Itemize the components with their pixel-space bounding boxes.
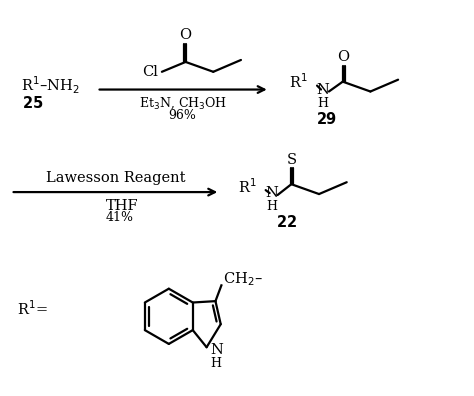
Text: $\mathbf{29}$: $\mathbf{29}$	[317, 111, 337, 127]
Text: R$^1$=: R$^1$=	[17, 299, 47, 318]
Text: S: S	[286, 152, 296, 167]
Text: Lawesson Reagent: Lawesson Reagent	[46, 171, 185, 185]
Text: Cl: Cl	[142, 65, 158, 79]
Text: O: O	[337, 50, 349, 64]
Text: 41%: 41%	[106, 211, 134, 224]
Text: H: H	[210, 356, 221, 369]
Text: 96%: 96%	[169, 109, 197, 122]
Text: N: N	[210, 343, 223, 357]
Text: O: O	[180, 29, 191, 42]
Text: $\mathbf{22}$: $\mathbf{22}$	[275, 214, 297, 230]
Text: R$^1$–NH$_2$: R$^1$–NH$_2$	[20, 75, 79, 96]
Text: Et$_3$N, CH$_3$OH: Et$_3$N, CH$_3$OH	[138, 95, 227, 111]
Text: $\mathbf{25}$: $\mathbf{25}$	[22, 95, 43, 111]
Text: THF: THF	[106, 199, 138, 213]
Text: N: N	[317, 82, 329, 97]
Text: R$^1$: R$^1$	[238, 177, 256, 196]
Text: R$^1$: R$^1$	[290, 72, 308, 91]
Text: CH$_2$–: CH$_2$–	[223, 270, 263, 288]
Text: H: H	[318, 97, 328, 110]
Text: N: N	[265, 186, 278, 200]
Text: H: H	[266, 200, 277, 213]
